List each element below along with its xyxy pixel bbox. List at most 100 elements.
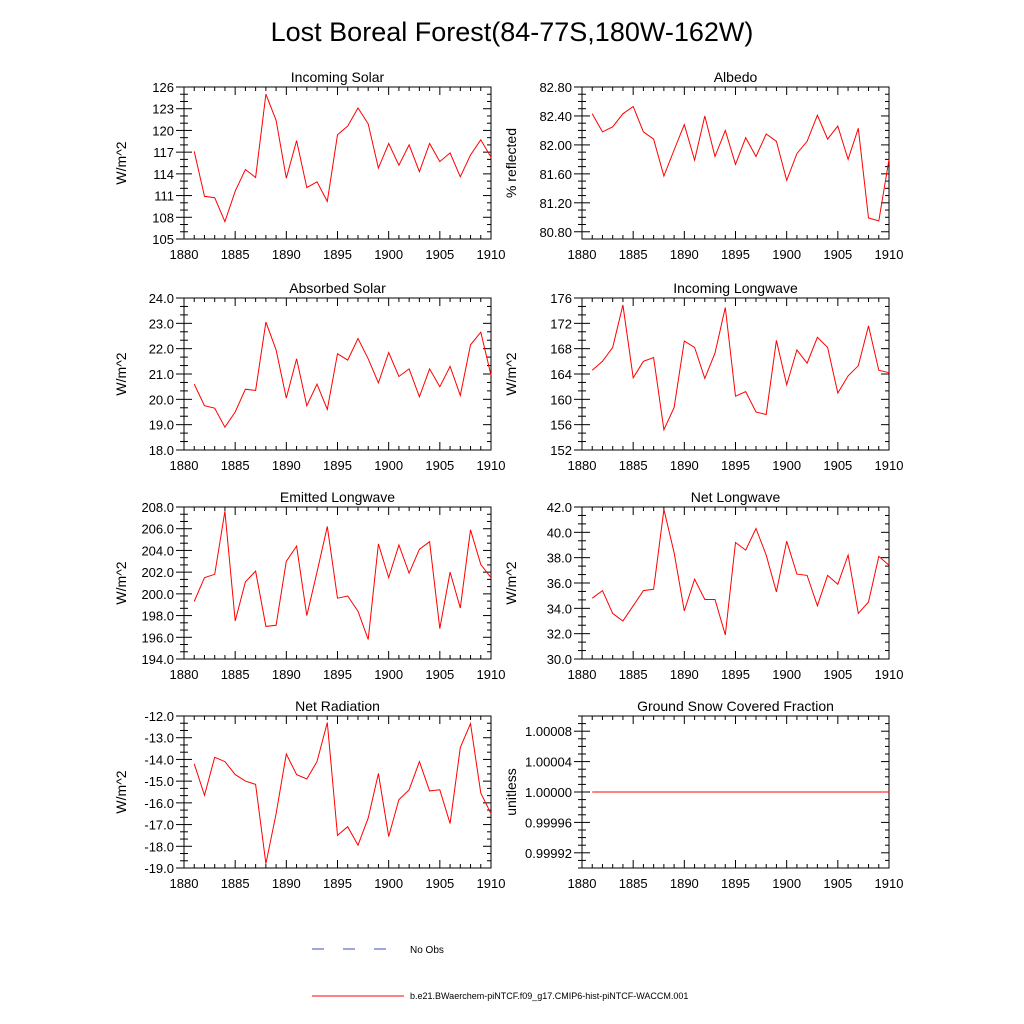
y-tick-label: 1.00000 — [525, 785, 572, 800]
x-tick-label: 1885 — [221, 876, 250, 891]
panel-ground-snow-covered-fraction: Ground Snow Covered Fraction unitless 1880… — [503, 698, 903, 891]
y-tick-label: 176 — [550, 291, 572, 306]
y-tick-label: 40.0 — [547, 525, 572, 540]
x-tick-label: 1910 — [875, 458, 904, 473]
x-tick-label: 1900 — [374, 458, 403, 473]
y-axis-label: W/m^2 — [503, 352, 519, 395]
x-tick-label: 1880 — [568, 458, 597, 473]
x-tick-label: 1890 — [670, 458, 699, 473]
x-tick-label: 1910 — [875, 247, 904, 262]
x-tick-label: 1900 — [374, 876, 403, 891]
y-tick-label: 1.00008 — [525, 724, 572, 739]
x-tick-label: 1895 — [721, 247, 750, 262]
x-tick-label: 1900 — [772, 667, 801, 682]
panel-absorbed-solar: Absorbed Solar W/m^2 1880 1885 1890 1895 1900 1… — [113, 280, 505, 473]
x-tick-label: 1885 — [221, 667, 250, 682]
x-tick-label: 1905 — [823, 247, 852, 262]
y-tick-label: 38.0 — [547, 551, 572, 566]
series-line — [193, 721, 492, 864]
figure-title: Lost Boreal Forest(84-77S,180W-162W) — [271, 17, 754, 47]
y-tick-label: 36.0 — [547, 576, 572, 591]
x-tick-label: 1905 — [823, 876, 852, 891]
y-tick-label: 81.60 — [539, 167, 572, 182]
x-tick-label: 1885 — [221, 247, 250, 262]
panel-incoming-longwave: Incoming Longwave W/m^2 1880 1885 1890 1895 19… — [503, 280, 903, 473]
panel-incoming-solar: Incoming Solar W/m^2 1880 1885 1890 1895 1900 1… — [113, 69, 505, 262]
series-line — [591, 509, 890, 636]
y-tick-label: 164 — [550, 367, 572, 382]
y-tick-label: 23.0 — [149, 316, 174, 331]
y-tick-label: 82.40 — [539, 109, 572, 124]
y-tick-label: 120 — [152, 123, 174, 138]
x-tick-label: 1895 — [721, 667, 750, 682]
x-tick-label: 1880 — [170, 458, 199, 473]
panel-title: Ground Snow Covered Fraction — [637, 698, 834, 714]
x-tick-label: 1910 — [477, 876, 506, 891]
series-line — [591, 304, 890, 432]
y-tick-label: 105 — [152, 232, 174, 247]
y-tick-label: 80.80 — [539, 225, 572, 240]
y-tick-label: -18.0 — [144, 839, 174, 854]
y-tick-label: 30.0 — [547, 652, 572, 667]
x-tick-label: 1905 — [425, 876, 454, 891]
x-tick-label: 1880 — [568, 667, 597, 682]
y-tick-label: 108 — [152, 210, 174, 225]
y-axis-label: W/m^2 — [113, 352, 129, 395]
y-tick-label: 81.20 — [539, 196, 572, 211]
x-tick-label: 1880 — [568, 876, 597, 891]
y-tick-label: 198.0 — [141, 609, 174, 624]
x-tick-label: 1895 — [721, 876, 750, 891]
x-tick-label: 1885 — [221, 458, 250, 473]
legend: No Obs b.e21.BWaerchem-piNTCF.f09_g17.CM… — [312, 945, 688, 1001]
x-tick-label: 1890 — [272, 667, 301, 682]
series-line — [193, 321, 492, 429]
y-tick-label: 82.00 — [539, 138, 572, 153]
x-tick-label: 1895 — [323, 667, 352, 682]
x-tick-label: 1905 — [823, 458, 852, 473]
y-tick-label: -16.0 — [144, 796, 174, 811]
x-tick-label: 1880 — [170, 247, 199, 262]
y-axis-label: W/m^2 — [113, 141, 129, 184]
x-tick-label: 1910 — [875, 667, 904, 682]
y-tick-label: 21.0 — [149, 367, 174, 382]
y-tick-label: -13.0 — [144, 731, 174, 746]
y-tick-label: 32.0 — [547, 627, 572, 642]
y-tick-label: 202.0 — [141, 565, 174, 580]
panel-title: Net Longwave — [691, 489, 781, 505]
x-tick-label: 1905 — [823, 667, 852, 682]
x-tick-label: 1900 — [772, 876, 801, 891]
y-tick-label: 160 — [550, 392, 572, 407]
series-line — [193, 94, 492, 223]
y-tick-label: 0.99996 — [525, 815, 572, 830]
y-tick-label: 168 — [550, 342, 572, 357]
x-tick-label: 1880 — [568, 247, 597, 262]
y-tick-label: 24.0 — [149, 291, 174, 306]
x-tick-label: 1890 — [670, 667, 699, 682]
y-tick-label: 206.0 — [141, 522, 174, 537]
y-tick-label: 0.99992 — [525, 846, 572, 861]
x-tick-label: 1900 — [374, 667, 403, 682]
panel-title: Absorbed Solar — [289, 280, 386, 296]
y-tick-label: 194.0 — [141, 652, 174, 667]
x-tick-label: 1905 — [425, 458, 454, 473]
x-tick-label: 1900 — [772, 247, 801, 262]
y-tick-label: 19.0 — [149, 418, 174, 433]
y-tick-label: 1.00004 — [525, 755, 572, 770]
panel-albedo: Albedo % reflected 1880 1885 1890 1895 1900 190… — [503, 69, 903, 262]
x-tick-label: 1885 — [619, 458, 648, 473]
y-tick-label: -19.0 — [144, 861, 174, 876]
panel-title: Albedo — [714, 69, 758, 85]
y-tick-label: -17.0 — [144, 818, 174, 833]
panel-net-longwave: Net Longwave W/m^2 1880 1885 1890 1895 1900 190… — [503, 489, 903, 682]
x-tick-label: 1895 — [323, 247, 352, 262]
y-tick-label: -14.0 — [144, 752, 174, 767]
x-tick-label: 1895 — [721, 458, 750, 473]
legend-model-label: b.e21.BWaerchem-piNTCF.f09_g17.CMIP6-his… — [410, 991, 688, 1001]
panel-title: Net Radiation — [295, 698, 380, 714]
y-tick-label: 111 — [154, 189, 174, 204]
y-tick-label: 18.0 — [149, 443, 174, 458]
x-tick-label: 1895 — [323, 458, 352, 473]
x-tick-label: 1885 — [619, 247, 648, 262]
x-tick-label: 1910 — [477, 247, 506, 262]
